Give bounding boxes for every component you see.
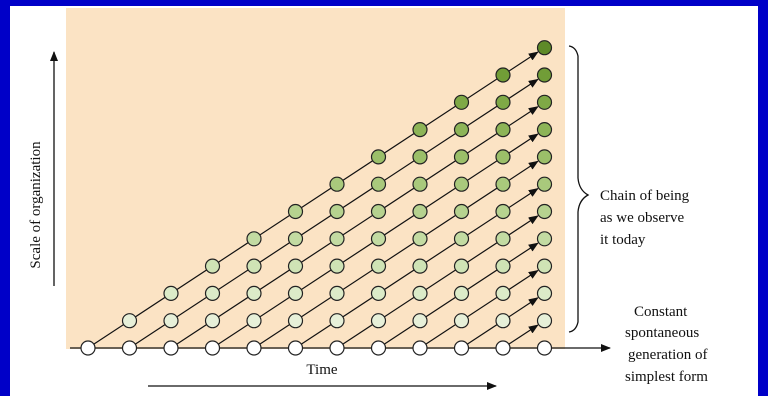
organism-node: [536, 258, 553, 274]
plot-area: [66, 8, 565, 349]
organism-node: [495, 176, 511, 192]
organism-node: [453, 340, 470, 356]
right-label: Constant spontaneous generation of simpl…: [625, 304, 711, 385]
organism-node: [329, 340, 345, 356]
organism-node: [536, 285, 553, 301]
organism-node: [495, 340, 511, 356]
organism-node: [163, 340, 179, 356]
organism-node: [329, 313, 345, 329]
organism-node: [495, 258, 511, 274]
organism-node: [329, 203, 345, 220]
x-axis-label: Time: [306, 362, 337, 378]
organism-node: [370, 149, 387, 165]
organism-node: [412, 313, 428, 329]
organism-node: [287, 203, 304, 220]
organism-node: [204, 258, 221, 274]
organism-node: [287, 231, 304, 247]
organism-node: [495, 313, 511, 329]
right-line-4: simplest form: [625, 369, 708, 385]
organism-node: [536, 94, 553, 110]
organism-node: [536, 149, 553, 165]
organism-node: [412, 258, 428, 274]
organism-node: [121, 313, 138, 329]
organism-node: [370, 231, 387, 247]
organism-node: [453, 122, 470, 138]
organism-node: [246, 313, 262, 329]
organism-node: [287, 313, 304, 329]
organism-node: [246, 231, 262, 247]
organism-node: [453, 203, 470, 220]
organism-node: [204, 340, 221, 356]
organism-node: [495, 67, 511, 83]
bracket-label: Chain of being as we observe it today: [600, 188, 693, 248]
right-line-3: generation of: [628, 347, 708, 363]
organism-node: [287, 258, 304, 274]
organism-node: [370, 176, 387, 192]
organism-node: [453, 149, 470, 165]
bracket: [568, 45, 590, 333]
organism-node: [204, 285, 221, 301]
chain-arrow: [425, 269, 539, 345]
organism-node: [536, 231, 553, 247]
organism-node: [536, 122, 553, 138]
organism-node: [329, 176, 345, 192]
organism-node: [495, 231, 511, 247]
organism-node: [495, 203, 511, 220]
bracket-line-3: it today: [600, 232, 646, 248]
right-line-1: Constant: [634, 304, 688, 320]
organism-node: [204, 313, 221, 329]
organism-node: [412, 203, 428, 220]
organism-node: [536, 67, 553, 83]
organism-node: [536, 40, 553, 56]
organism-node: [453, 94, 470, 110]
organism-node: [453, 258, 470, 274]
organism-node: [163, 285, 179, 301]
organism-node: [495, 122, 511, 138]
organism-node: [246, 258, 262, 274]
organism-node: [453, 176, 470, 192]
organism-node: [121, 340, 138, 356]
organism-node: [412, 231, 428, 247]
organism-node: [453, 313, 470, 329]
organism-node: [246, 340, 262, 356]
nodes: [80, 40, 553, 356]
organism-node: [246, 285, 262, 301]
organism-node: [370, 313, 387, 329]
organism-node: [329, 231, 345, 247]
organism-node: [80, 340, 96, 356]
organism-node: [495, 149, 511, 165]
organism-node: [536, 313, 553, 329]
chain-arrow: [259, 160, 539, 345]
organism-node: [370, 340, 387, 356]
organism-node: [329, 285, 345, 301]
organism-node: [412, 122, 428, 138]
organism-node: [412, 285, 428, 301]
organism-node: [536, 176, 553, 192]
chain-arrow: [508, 324, 539, 345]
organism-node: [412, 149, 428, 165]
organism-node: [370, 203, 387, 220]
organism-node: [536, 203, 553, 220]
organism-node: [329, 258, 345, 274]
organism-node: [287, 285, 304, 301]
bracket-line-2: as we observe: [600, 210, 684, 226]
organism-node: [453, 231, 470, 247]
chain-arrow: [176, 106, 539, 345]
organism-node: [370, 258, 387, 274]
organism-node: [163, 313, 179, 329]
organism-node: [495, 285, 511, 301]
organism-node: [287, 340, 304, 356]
organism-node: [453, 285, 470, 301]
organism-node: [412, 340, 428, 356]
bracket-line-1: Chain of being: [600, 188, 690, 204]
organism-node: [536, 340, 553, 356]
organism-node: [412, 176, 428, 192]
organism-node: [495, 94, 511, 110]
y-axis-label: Scale of organization: [28, 141, 44, 269]
right-line-2: spontaneous: [625, 325, 699, 341]
organism-node: [370, 285, 387, 301]
